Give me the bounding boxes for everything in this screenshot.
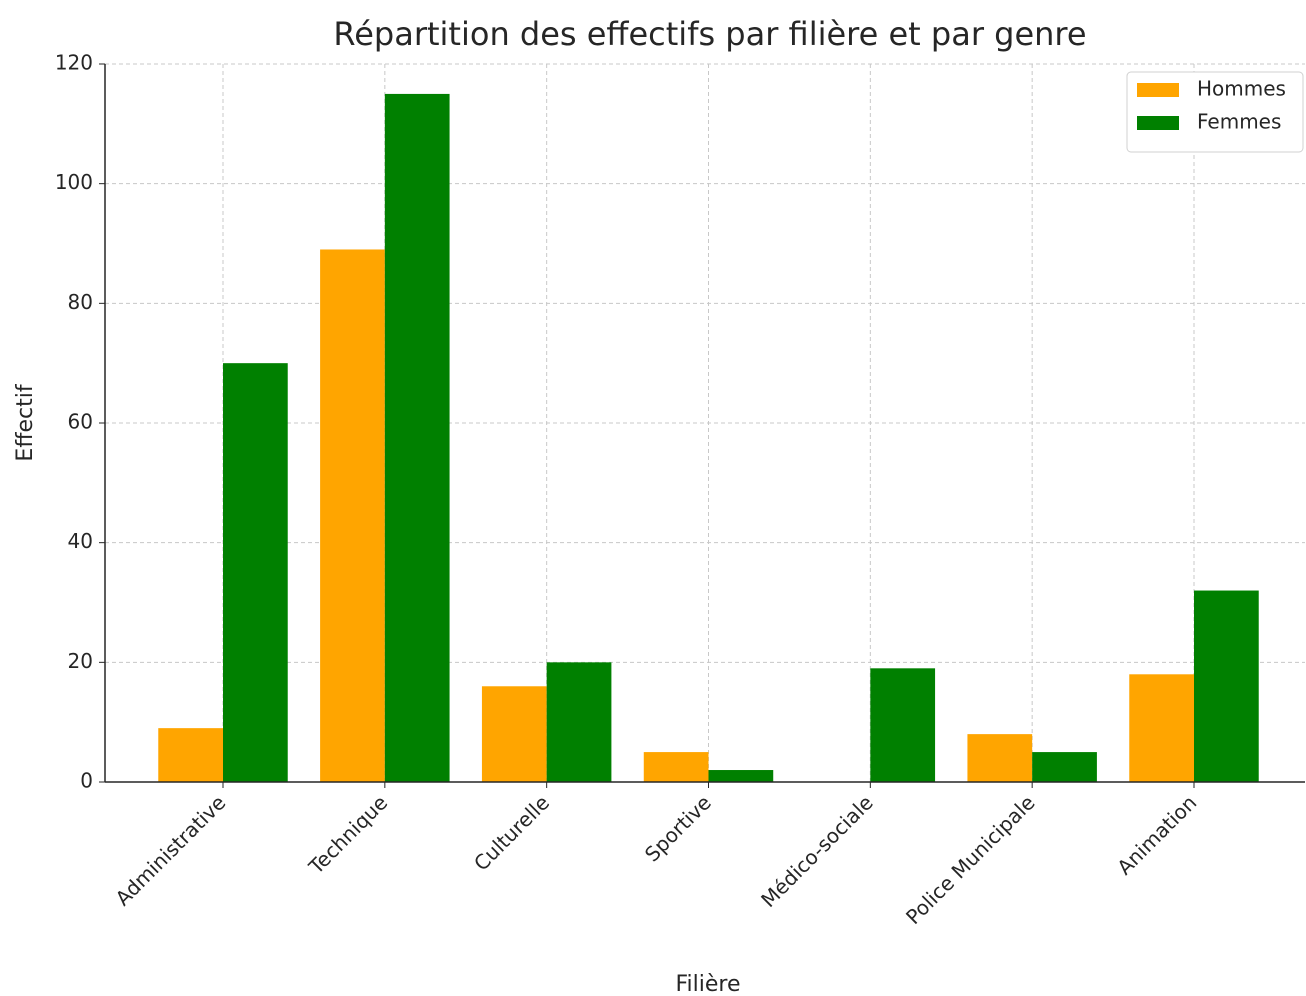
bar [481, 686, 547, 782]
bar [546, 662, 612, 782]
y-tick-label: 120 [55, 51, 93, 75]
y-tick-label: 20 [68, 649, 93, 673]
bar [384, 93, 450, 782]
y-tick-label: 80 [68, 290, 93, 314]
y-tick-label: 60 [68, 410, 93, 434]
bar [870, 668, 936, 782]
bar [320, 249, 385, 782]
y-tick-label: 40 [68, 529, 93, 553]
x-tick-label: Médico-sociale [756, 790, 878, 912]
x-tick-label: Technique [303, 790, 392, 879]
bar [223, 363, 288, 782]
legend-label: Hommes [1197, 77, 1286, 101]
bar [643, 752, 709, 782]
bar [1129, 674, 1194, 782]
x-axis-label: Filière [675, 972, 740, 996]
x-tick-label: Administrative [111, 790, 231, 910]
x-tick-label: Sportive [640, 790, 716, 866]
bar [158, 728, 223, 782]
y-axis-label: Effectif [13, 383, 38, 461]
bar [967, 734, 1033, 782]
bar [1032, 752, 1097, 782]
bar [708, 770, 774, 782]
x-tick-label: Police Municipale [901, 790, 1040, 929]
y-tick-label: 100 [55, 170, 93, 194]
legend-swatch [1137, 83, 1179, 97]
chart-title: Répartition des effectifs par filière et… [333, 15, 1086, 53]
bar [1194, 590, 1259, 782]
y-tick-label: 0 [80, 769, 93, 793]
legend-swatch [1137, 116, 1179, 130]
x-tick-label: Animation [1112, 790, 1201, 879]
x-tick-label: Culturelle [469, 790, 554, 875]
legend-label: Femmes [1197, 110, 1281, 134]
